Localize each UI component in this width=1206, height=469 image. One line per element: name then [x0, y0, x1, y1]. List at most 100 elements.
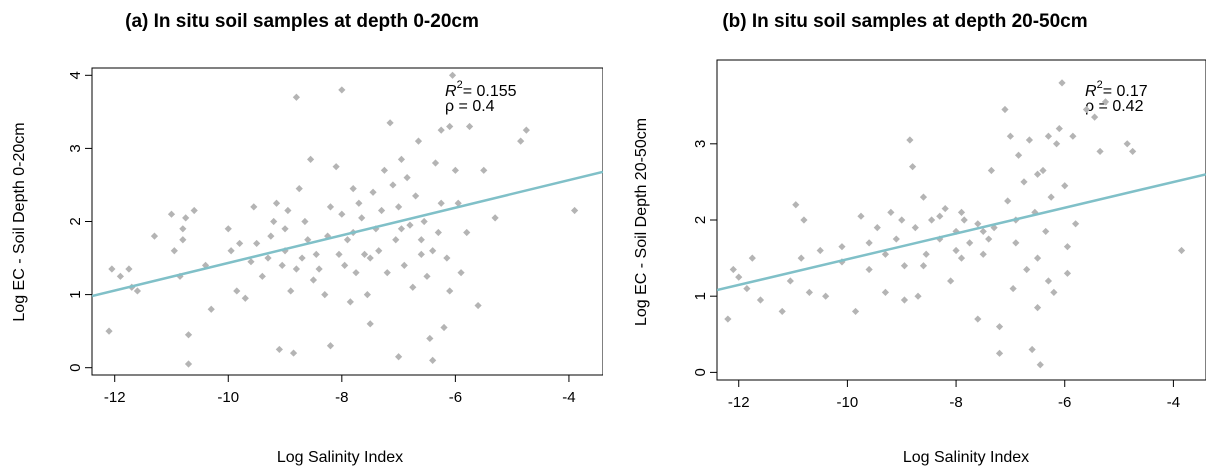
data-point	[366, 254, 374, 262]
data-point	[446, 122, 454, 131]
data-point	[522, 126, 530, 134]
data-point	[748, 254, 756, 262]
data-point	[289, 349, 298, 357]
data-point	[1023, 265, 1031, 274]
data-point	[974, 315, 982, 323]
data-point	[395, 203, 403, 211]
data-point	[201, 261, 210, 269]
data-point	[389, 181, 397, 189]
data-point	[1129, 147, 1137, 156]
chart-title: (b) In situ soil samples at depth 20-50c…	[722, 11, 1087, 32]
data-point	[423, 272, 431, 280]
data-point	[184, 360, 193, 368]
chart-panel-a: (a) In situ soil samples at depth 0-20cm…	[11, 11, 603, 466]
x-tick-label: -8	[949, 394, 962, 411]
data-point	[1042, 227, 1050, 236]
scatter-plot-b: (b) In situ soil samples at depth 20-50c…	[633, 11, 1206, 466]
data-point	[363, 290, 371, 299]
data-point	[267, 232, 275, 240]
scatter-plot-a: (a) In situ soil samples at depth 0-20cm…	[11, 11, 603, 466]
data-point	[1020, 178, 1028, 186]
data-point	[974, 220, 982, 228]
data-point	[397, 155, 406, 163]
x-tick-label: -6	[449, 389, 462, 406]
data-layer	[92, 71, 603, 368]
data-point	[227, 247, 235, 255]
r2-symbol: R	[1085, 83, 1097, 100]
data-point	[358, 214, 366, 222]
data-point	[985, 235, 993, 243]
data-point	[295, 185, 303, 193]
data-point	[1033, 304, 1042, 312]
data-point	[887, 208, 895, 216]
data-point	[979, 227, 987, 236]
data-point	[258, 272, 266, 280]
data-point	[1004, 197, 1012, 205]
data-point	[184, 331, 193, 339]
data-point	[403, 174, 411, 182]
data-point	[395, 353, 403, 361]
y-tick-label: 4	[67, 71, 84, 79]
data-point	[437, 126, 445, 134]
data-point	[309, 276, 318, 284]
data-point	[304, 236, 312, 244]
y-tick-label: 3	[692, 140, 709, 148]
data-point	[275, 345, 283, 354]
r2-superscript: 2	[1097, 79, 1103, 91]
data-point	[287, 287, 295, 295]
data-point	[236, 239, 244, 248]
data-point	[1063, 243, 1072, 251]
data-point	[179, 225, 187, 233]
data-point	[491, 214, 499, 222]
data-point	[108, 265, 116, 273]
data-point	[724, 315, 732, 323]
data-point	[420, 217, 428, 226]
data-point	[979, 250, 987, 258]
data-point	[838, 243, 846, 251]
data-point	[326, 342, 335, 350]
data-point	[179, 236, 187, 244]
r2-annotation: R2= 0.155	[445, 79, 517, 100]
data-point	[1025, 136, 1034, 144]
data-point	[105, 327, 113, 335]
data-point	[224, 225, 232, 233]
data-point	[914, 292, 922, 300]
data-point	[190, 206, 198, 215]
data-point	[517, 137, 525, 145]
data-point	[995, 323, 1004, 331]
data-point	[1052, 140, 1061, 148]
r2-symbol: R	[445, 83, 457, 100]
y-axis-label: Log EC - Soil Depth 20-50cm	[633, 118, 650, 326]
data-point	[272, 199, 281, 207]
rho-annotation: ρ = 0.42	[1085, 98, 1144, 115]
data-point	[1033, 254, 1042, 262]
data-point	[966, 239, 974, 247]
x-tick-label: -10	[217, 389, 239, 406]
data-point	[250, 203, 258, 211]
data-point	[1058, 79, 1066, 87]
data-point	[369, 188, 377, 196]
data-point	[426, 334, 434, 343]
data-point	[1033, 170, 1042, 178]
data-point	[241, 294, 249, 302]
data-point	[881, 250, 890, 258]
data-point	[1028, 345, 1036, 354]
data-point	[341, 261, 349, 269]
data-point	[851, 307, 860, 316]
r2-annotation: R2= 0.17	[1085, 79, 1148, 100]
data-point	[409, 283, 417, 291]
data-point	[377, 206, 386, 215]
data-point	[1006, 132, 1014, 140]
rho-annotation: ρ = 0.4	[445, 98, 495, 115]
data-point	[1055, 124, 1063, 133]
y-tick-label: 0	[67, 364, 84, 372]
data-point	[900, 296, 909, 304]
data-point	[1072, 220, 1080, 228]
data-point	[465, 122, 474, 131]
data-point	[1063, 269, 1072, 277]
data-point	[990, 224, 998, 232]
data-point	[822, 292, 830, 300]
data-point	[292, 265, 300, 273]
x-tick-label: -12	[728, 394, 750, 411]
plot-frame	[91, 67, 603, 376]
